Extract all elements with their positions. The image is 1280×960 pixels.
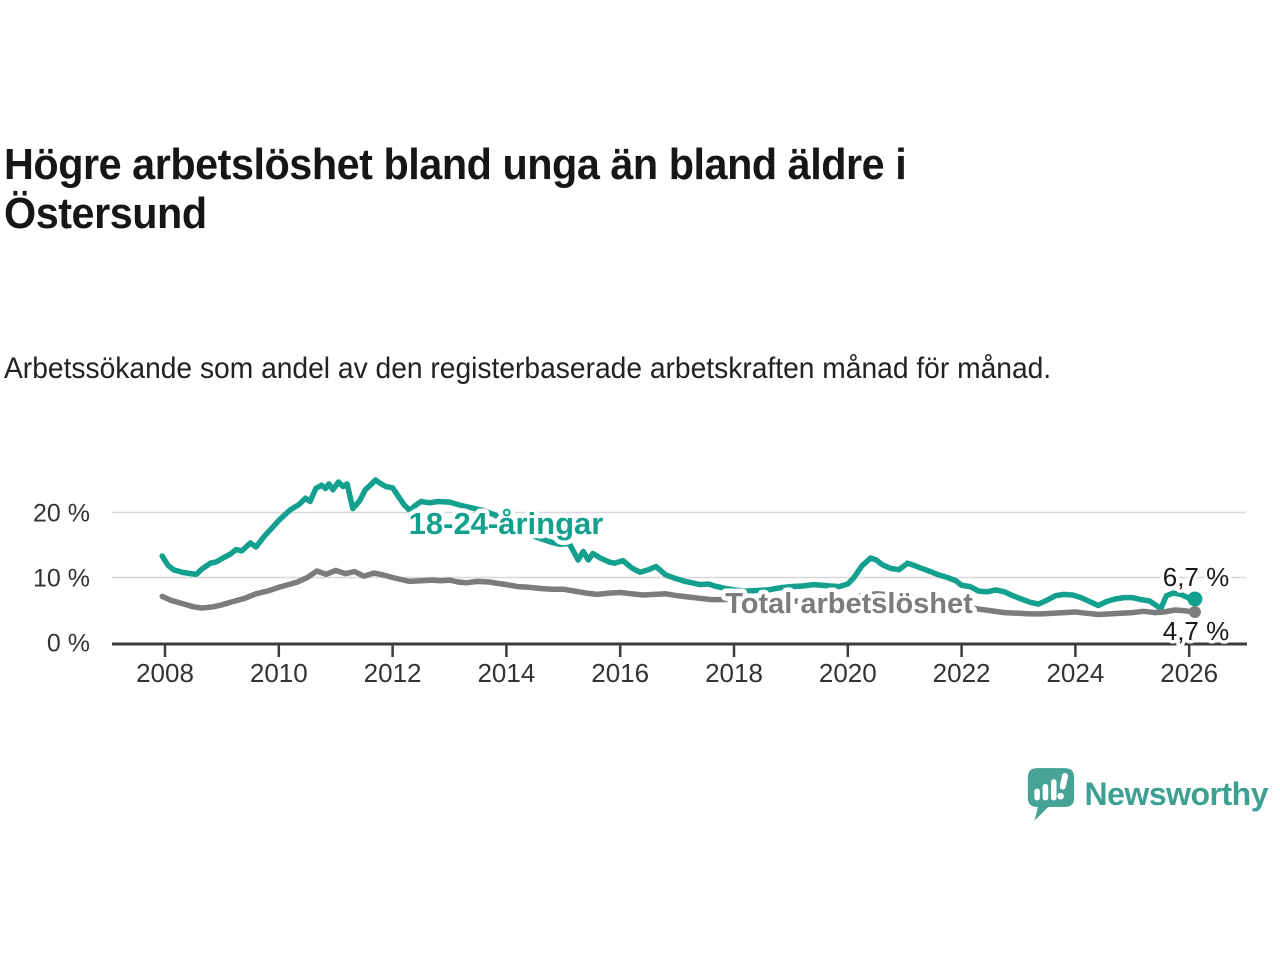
- brand-name: Newsworthy: [1084, 775, 1269, 812]
- y-tick-label: 10 %: [33, 565, 90, 593]
- x-tick-label: 2024: [1046, 658, 1104, 688]
- series-line-0: [159, 477, 1198, 612]
- x-tick-label: 2026: [1160, 658, 1218, 688]
- series-label-1: Total arbetslöshet: [725, 588, 973, 620]
- x-tick-label: 2012: [364, 658, 422, 688]
- series-end-value-1: 4,7 %: [1163, 616, 1230, 646]
- chart-subtitle: Arbetssökande som andel av den registerb…: [4, 352, 1052, 385]
- series-end-value-0: 6,7 %: [1163, 562, 1230, 592]
- logo-exclamation: [1056, 773, 1068, 800]
- x-tick-label: 2018: [705, 658, 763, 688]
- x-tick-label: 2010: [250, 658, 308, 688]
- series-end-dot-0: [1187, 591, 1203, 607]
- x-tick-label: 2008: [136, 658, 194, 688]
- x-tick-label: 2022: [933, 658, 991, 688]
- series-line-1: [159, 567, 1198, 618]
- x-tick-label: 2014: [477, 658, 535, 688]
- logo-bar-2: [1042, 783, 1048, 801]
- page-title: Högre arbetslöshet bland unga än bland ä…: [4, 140, 907, 238]
- x-tick-label: 2016: [591, 658, 649, 688]
- newsworthy-icon: [1027, 768, 1074, 821]
- logo-bar-3: [1050, 779, 1057, 801]
- x-tick-label: 2020: [819, 658, 877, 688]
- chart-header: Högre arbetslöshet bland unga än bland ä…: [4, 140, 1085, 389]
- newsworthy-logo: Newsworthy: [1026, 766, 1269, 822]
- series-end-dot-1: [1188, 605, 1201, 618]
- y-tick-label: 0 %: [47, 630, 90, 658]
- y-tick-label: 20 %: [33, 500, 90, 528]
- logo-bar-1: [1033, 788, 1040, 801]
- series-label-0: 18-24-åringar: [409, 506, 604, 541]
